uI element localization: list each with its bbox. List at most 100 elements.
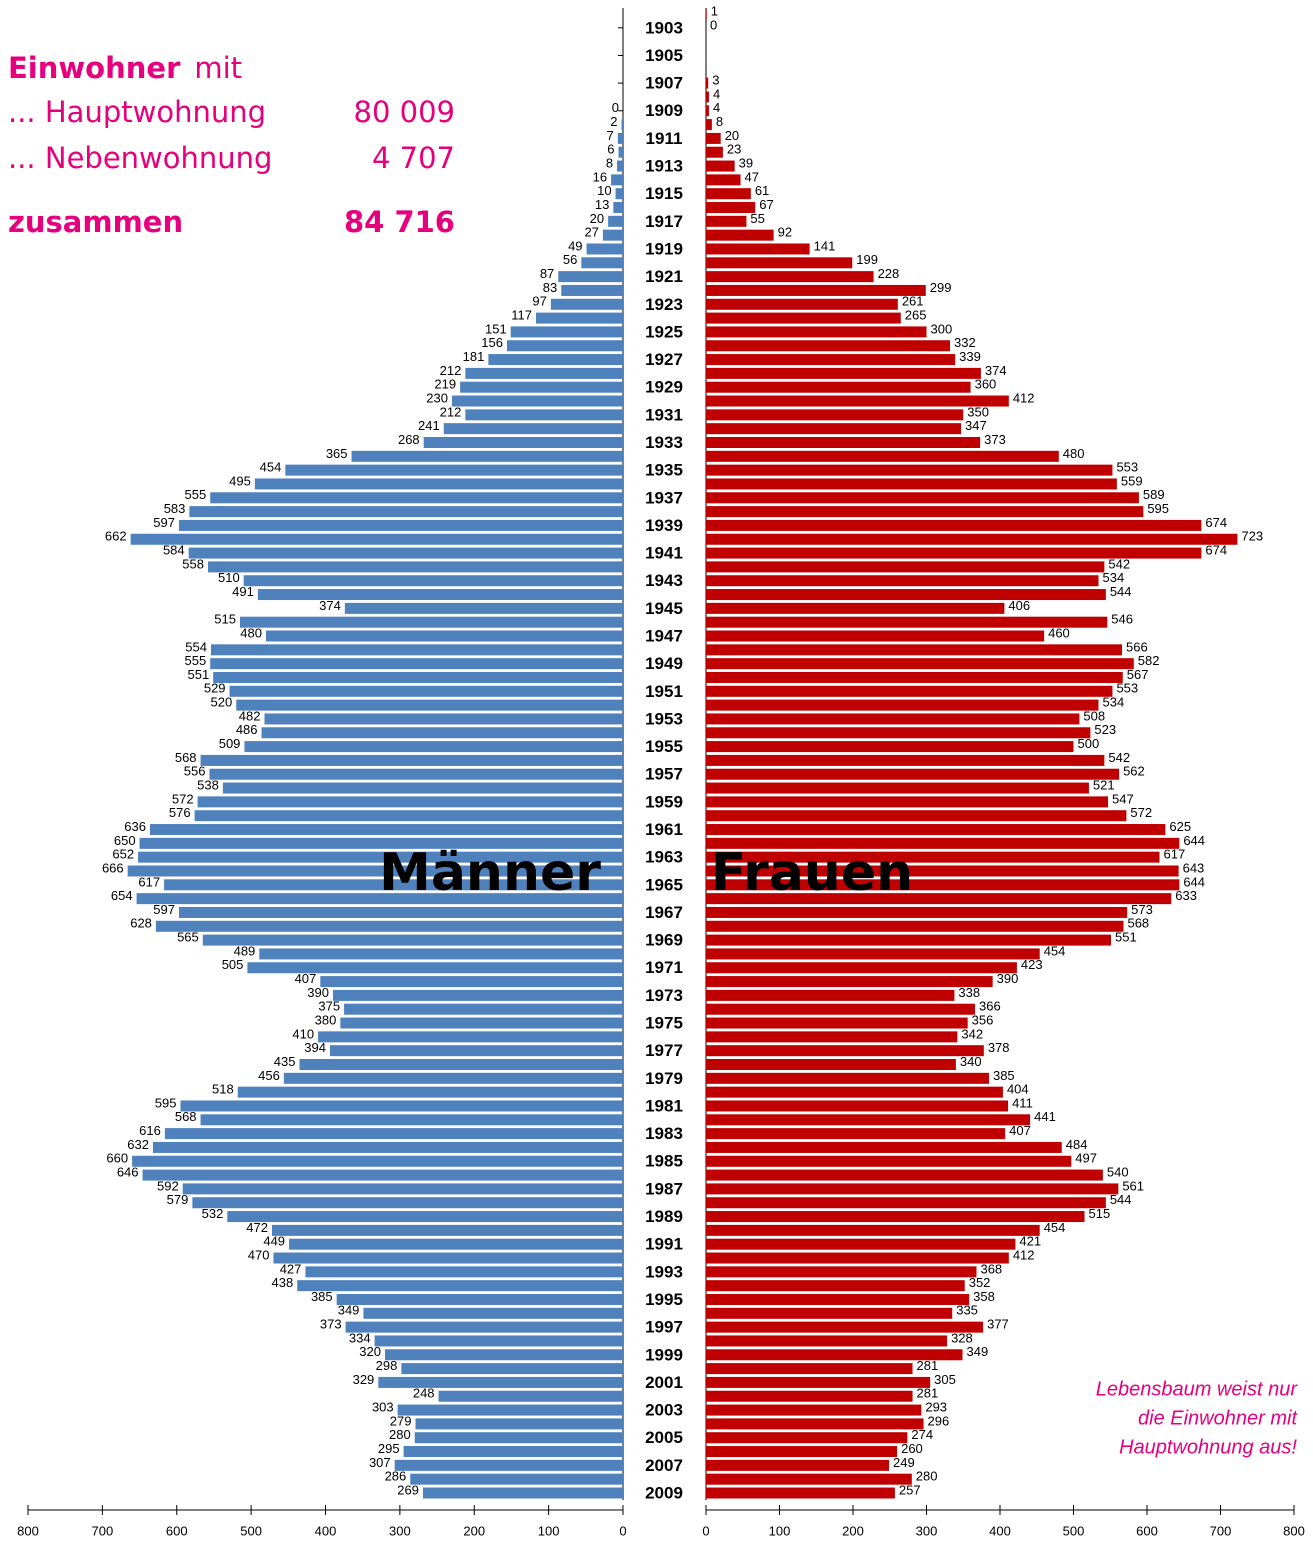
bar xyxy=(340,1017,623,1029)
value-label: 559 xyxy=(1121,473,1143,488)
bar xyxy=(210,644,623,656)
bar xyxy=(706,1404,922,1416)
value-label: 567 xyxy=(1127,667,1149,682)
value-label: 551 xyxy=(1115,930,1137,945)
value-label: 568 xyxy=(1127,916,1149,931)
bar xyxy=(192,1197,623,1209)
y-tick-label: 1929 xyxy=(645,378,683,397)
value-label: 305 xyxy=(934,1372,956,1387)
value-label: 375 xyxy=(318,999,340,1014)
info-total-label: zusammen xyxy=(8,205,183,239)
value-label: 660 xyxy=(106,1151,128,1166)
bar xyxy=(706,1252,1009,1264)
value-label: 97 xyxy=(532,294,546,309)
value-label: 576 xyxy=(169,805,191,820)
value-label: 67 xyxy=(759,197,773,212)
y-tick-label: 1933 xyxy=(645,433,683,452)
bar xyxy=(706,271,874,283)
value-label: 1 xyxy=(711,3,718,18)
value-label: 532 xyxy=(202,1206,224,1221)
value-label: 27 xyxy=(584,225,598,240)
value-label: 352 xyxy=(969,1275,991,1290)
info-title-rest: mit xyxy=(194,51,242,85)
bar xyxy=(706,1266,977,1278)
value-label: 394 xyxy=(304,1040,326,1055)
bar xyxy=(706,215,747,227)
bar xyxy=(706,976,993,988)
value-label: 20 xyxy=(590,211,604,226)
bar xyxy=(535,312,623,324)
y-tick-label: 1975 xyxy=(645,1014,683,1033)
bar xyxy=(132,1155,623,1167)
value-label: 10 xyxy=(597,183,611,198)
value-label: 497 xyxy=(1075,1151,1097,1166)
y-tick-label: 1961 xyxy=(645,820,683,839)
value-label: 380 xyxy=(315,1012,337,1027)
bar xyxy=(299,1059,623,1071)
value-label: 489 xyxy=(234,943,256,958)
annotation: Hauptwohnung aus! xyxy=(1119,1436,1297,1458)
bar xyxy=(706,1031,958,1043)
info-value: 4 707 xyxy=(372,141,455,175)
bar xyxy=(706,644,1123,656)
bar xyxy=(264,713,623,725)
value-label: 117 xyxy=(511,308,532,323)
bar xyxy=(706,1432,908,1444)
value-label: 373 xyxy=(320,1317,342,1332)
value-label: 723 xyxy=(1241,529,1263,544)
bar xyxy=(706,354,956,366)
bar xyxy=(706,699,1099,711)
value-label: 423 xyxy=(1021,957,1043,972)
value-label: 334 xyxy=(349,1330,371,1345)
value-label: 87 xyxy=(540,266,554,281)
value-label: 566 xyxy=(1126,639,1148,654)
bar xyxy=(209,768,623,780)
y-tick-label: 1903 xyxy=(645,18,683,37)
value-label: 509 xyxy=(219,736,241,751)
x-tick-label: 200 xyxy=(463,1523,485,1538)
bar xyxy=(329,1045,623,1057)
value-label: 510 xyxy=(218,570,240,585)
bar xyxy=(706,202,756,214)
bar xyxy=(210,492,623,504)
value-label: 540 xyxy=(1107,1165,1129,1180)
value-label: 412 xyxy=(1013,390,1035,405)
value-label: 390 xyxy=(307,985,329,1000)
value-label: 595 xyxy=(155,1095,177,1110)
y-tick-label: 1917 xyxy=(645,212,683,231)
value-label: 534 xyxy=(1102,695,1124,710)
bar xyxy=(706,160,735,172)
bar xyxy=(706,727,1091,739)
value-label: 249 xyxy=(893,1455,915,1470)
value-label: 592 xyxy=(157,1178,179,1193)
bar xyxy=(706,754,1105,766)
value-label: 257 xyxy=(899,1482,921,1497)
bar xyxy=(706,962,1017,974)
bar xyxy=(423,436,623,448)
y-tick-label: 1995 xyxy=(645,1290,683,1309)
value-label: 332 xyxy=(954,335,976,350)
bar xyxy=(510,326,623,338)
bar xyxy=(194,810,623,822)
bar xyxy=(706,589,1106,601)
y-tick-label: 1921 xyxy=(645,267,683,286)
value-label: 6 xyxy=(607,142,614,157)
bar xyxy=(621,119,623,131)
value-label: 449 xyxy=(263,1234,285,1249)
value-label: 230 xyxy=(426,390,448,405)
value-label: 556 xyxy=(184,764,206,779)
bar xyxy=(706,1045,984,1057)
value-label: 572 xyxy=(1130,805,1152,820)
y-tick-label: 1985 xyxy=(645,1152,683,1171)
bar xyxy=(189,506,624,518)
bar xyxy=(706,1017,968,1029)
bar xyxy=(706,367,981,379)
bar xyxy=(152,1141,623,1153)
value-label: 646 xyxy=(117,1165,139,1180)
x-tick-label: 600 xyxy=(1136,1523,1158,1538)
value-label: 544 xyxy=(1110,1192,1132,1207)
value-label: 385 xyxy=(311,1289,333,1304)
y-tick-label: 1943 xyxy=(645,571,683,590)
value-label: 561 xyxy=(1122,1178,1144,1193)
value-label: 151 xyxy=(485,321,507,336)
